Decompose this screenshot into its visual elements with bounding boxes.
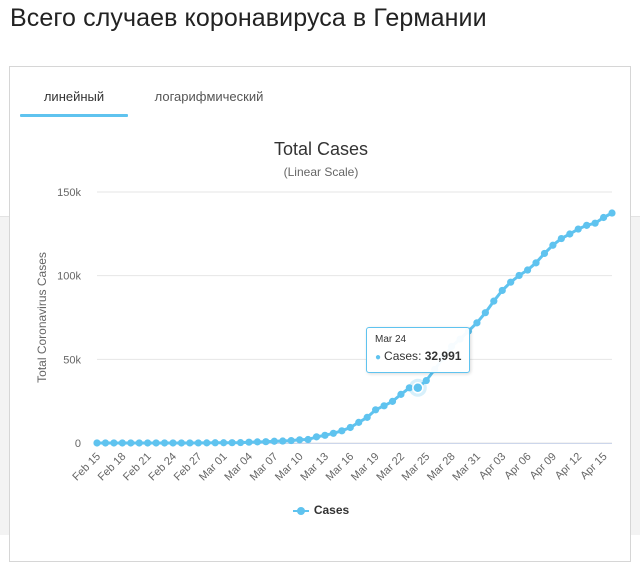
- data-point: [236, 438, 245, 447]
- data-point: [583, 221, 591, 229]
- data-point: [169, 439, 177, 447]
- data-point: [388, 397, 397, 405]
- data-point: [118, 439, 126, 447]
- data-point: [549, 241, 557, 249]
- data-point: [93, 439, 101, 447]
- data-point: [270, 437, 278, 445]
- tooltip-value: 32,991: [424, 349, 462, 363]
- data-point: [186, 439, 194, 447]
- scale-tabs: линейный логарифмический: [20, 81, 620, 119]
- y-axis-title: Total Coronavirus Cases: [35, 252, 49, 383]
- data-point: [262, 438, 270, 446]
- data-point: [532, 259, 540, 267]
- chart-title: Total Cases: [273, 139, 369, 159]
- data-point: [127, 439, 135, 447]
- x-tick-label: Apr 03: [477, 451, 508, 482]
- data-point: [304, 435, 312, 444]
- data-point: [507, 278, 515, 286]
- data-point: [321, 431, 329, 439]
- data-point: [608, 209, 616, 217]
- data-point: [160, 439, 169, 447]
- data-point: [346, 423, 354, 432]
- chart-subtitle: (Linear Scale): [283, 165, 359, 179]
- page-title: Всего случаев коронавируса в Германии: [10, 4, 487, 32]
- data-point: [566, 230, 574, 238]
- tooltip-series-name: Cases: [384, 349, 419, 363]
- data-point: [405, 384, 413, 392]
- data-point: [599, 213, 608, 222]
- y-tick-label: 50k: [63, 354, 81, 366]
- hovered-data-point: [412, 382, 424, 394]
- data-point: [110, 439, 118, 447]
- data-point: [296, 436, 304, 444]
- data-point: [101, 439, 110, 447]
- data-point: [591, 219, 599, 227]
- side-band-left: [0, 216, 9, 535]
- chart-tooltip: Mar 24 ● Cases: 32,991: [366, 327, 470, 373]
- data-point: [380, 402, 388, 410]
- data-point: [540, 249, 549, 258]
- series-markers-cases: [93, 209, 616, 447]
- x-tick-label: Apr 15: [578, 451, 609, 482]
- tooltip-date: Mar 24: [375, 334, 407, 345]
- data-point: [177, 439, 186, 447]
- chart-card: линейный логарифмический Total Cases (Li…: [9, 66, 631, 562]
- data-point: [363, 413, 371, 421]
- data-point: [203, 439, 211, 447]
- data-point: [144, 439, 152, 447]
- data-point: [490, 297, 498, 305]
- y-tick-label: 150k: [57, 187, 81, 199]
- data-point: [329, 429, 337, 437]
- data-point: [473, 319, 481, 327]
- x-tick-label: Apr 09: [528, 451, 559, 482]
- data-point: [245, 438, 253, 446]
- data-point: [287, 436, 295, 445]
- data-point: [220, 439, 228, 447]
- data-point: [422, 376, 430, 385]
- data-point: [152, 439, 160, 447]
- data-point: [312, 433, 321, 441]
- data-point: [481, 309, 489, 317]
- tab-logarithmic[interactable]: логарифмический: [154, 89, 264, 104]
- data-point: [211, 439, 219, 447]
- data-point: [194, 439, 202, 447]
- tab-linear[interactable]: линейный: [20, 81, 128, 117]
- data-point: [498, 286, 506, 295]
- data-point: [135, 439, 143, 447]
- data-point: [338, 427, 346, 435]
- legend-label-cases: Cases: [313, 503, 350, 517]
- series-line-cases: [97, 211, 613, 445]
- data-point: [574, 225, 582, 233]
- data-point: [279, 437, 287, 445]
- tooltip-series-dot-icon: ●: [375, 352, 382, 363]
- y-tick-label: 0: [75, 438, 81, 450]
- data-point: [397, 390, 405, 398]
- x-tick-label: Mar 31: [450, 451, 483, 484]
- y-tick-label: 100k: [57, 271, 81, 283]
- data-point: [355, 418, 363, 426]
- x-tick-label: Apr 12: [553, 451, 584, 482]
- x-tick-label: Apr 06: [502, 451, 533, 482]
- data-point: [372, 406, 380, 414]
- data-point: [515, 271, 523, 280]
- data-point: [557, 234, 565, 243]
- data-point: [523, 266, 532, 274]
- chart-legend[interactable]: Cases: [10, 503, 632, 517]
- data-point: [253, 438, 262, 446]
- legend-line-marker-icon: [292, 506, 309, 516]
- data-point: [228, 439, 236, 447]
- side-band-right: [631, 216, 640, 535]
